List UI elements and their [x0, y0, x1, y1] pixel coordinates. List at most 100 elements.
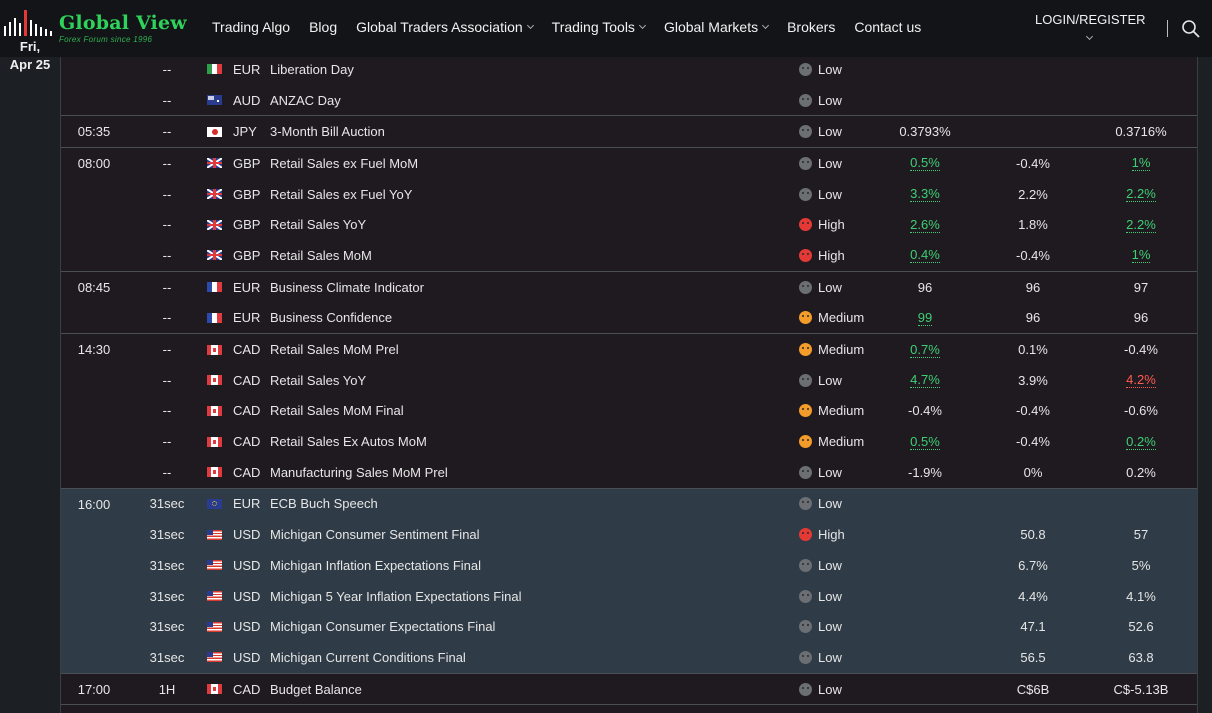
- currency: CAD: [233, 365, 260, 396]
- currency-value: GBP: [233, 247, 261, 263]
- impact: Low: [799, 179, 842, 210]
- time-left: --: [127, 457, 207, 488]
- time-left: 31sec: [127, 581, 207, 612]
- table-row[interactable]: -- CAD Retail Sales MoM Final Medium -0.4% -0…: [61, 396, 1197, 427]
- time-left: 31sec: [127, 642, 207, 673]
- forecast-value: 47.1: [1020, 619, 1046, 635]
- table-row[interactable]: -- GBP Retail Sales MoM High 0.4% -0.4% 1%: [61, 240, 1197, 271]
- forecast: [989, 489, 1077, 520]
- event-time: 05:35: [77, 124, 111, 140]
- nav-item-brokers[interactable]: Brokers: [787, 19, 835, 35]
- table-row[interactable]: 31sec USD Michigan Current Conditions Fina…: [61, 642, 1197, 673]
- forecast-value: 0%: [1023, 464, 1043, 480]
- nav-item-trading-tools[interactable]: Trading Tools: [552, 19, 646, 35]
- nav-item-blog[interactable]: Blog: [309, 19, 337, 35]
- nav-item-label: Brokers: [787, 19, 836, 35]
- impact-medium-icon: [799, 435, 812, 449]
- impact: Low: [799, 611, 842, 642]
- table-row[interactable]: -- EUR Liberation Day Low: [61, 54, 1197, 85]
- ca-flag-icon: [207, 436, 222, 447]
- previous-value: 0.2%: [1126, 464, 1156, 480]
- impact-low-icon: [799, 620, 812, 634]
- table-row[interactable]: 31sec USD Michigan Consumer Sentiment Fina…: [61, 519, 1197, 550]
- table-row[interactable]: -- EUR Business Climate Indicator Low 96 96 97: [61, 272, 1197, 303]
- time-left: 3H: [127, 705, 207, 713]
- impact-label: Medium: [818, 434, 865, 450]
- actual: -1.9%: [881, 457, 969, 488]
- site-header: Global View Forex Forum since 1996 Tradi…: [0, 0, 1212, 57]
- currency-value: USD: [233, 619, 261, 635]
- forecast: 56.5: [989, 642, 1077, 673]
- impact-label: Low: [818, 92, 842, 108]
- event-name: Retail Sales MoM: [270, 240, 372, 271]
- country-flag-icon: [207, 303, 223, 334]
- logo-title: Global View: [59, 12, 187, 34]
- currency-value: CAD: [233, 681, 261, 697]
- table-row[interactable]: -- GBP Retail Sales YoY High 2.6% 1.8% 2.2%: [61, 209, 1197, 240]
- site-logo[interactable]: Global View Forex Forum since 1996: [4, 8, 187, 48]
- table-row[interactable]: -- CAD Retail Sales YoY Low 4.7% 3.9% 4.2%: [61, 365, 1197, 396]
- nav-item-contact-us[interactable]: Contact us: [854, 19, 921, 35]
- impact-label: High: [818, 247, 845, 263]
- gb-flag-icon: [207, 219, 222, 230]
- event-name: Manufacturing Sales MoM Prel: [270, 457, 448, 488]
- actual-value: 0.4%: [910, 247, 940, 264]
- table-row[interactable]: 31sec USD Michigan 5 Year Inflation Expect…: [61, 581, 1197, 612]
- nav-item-global-markets[interactable]: Global Markets: [663, 19, 770, 35]
- eu-flag-icon: [207, 498, 222, 509]
- impact: Low: [799, 54, 842, 85]
- country-flag-icon: [207, 85, 223, 116]
- impact: Low: [799, 116, 842, 147]
- table-row[interactable]: -- EUR Business Confidence Medium 99 96 96: [61, 303, 1197, 334]
- nav-item-label: Global Markets: [663, 19, 759, 35]
- event-name-value: Business Climate Indicator: [270, 279, 424, 295]
- nav-item-trading-algo[interactable]: Trading Algo: [212, 19, 290, 35]
- logo-subtitle: Forex Forum since 1996: [59, 35, 153, 44]
- table-row[interactable]: 31sec USD Michigan Consumer Expectations F…: [61, 611, 1197, 642]
- table-row[interactable]: -- GBP Retail Sales ex Fuel MoM Low 0.5% -0.4…: [61, 148, 1197, 179]
- nav-item-global-traders-association[interactable]: Global Traders Association: [356, 19, 534, 35]
- time-left-value: --: [162, 279, 172, 295]
- currency: EUR: [233, 303, 260, 334]
- table-row[interactable]: -- CAD Retail Sales Ex Autos MoM Medium 0.5%…: [61, 426, 1197, 457]
- search-icon[interactable]: [1181, 19, 1201, 39]
- time-left: 1H: [127, 674, 207, 705]
- impact-label: Low: [818, 588, 842, 604]
- table-row[interactable]: -- CAD Retail Sales MoM Prel Medium 0.7% 0.1%…: [61, 334, 1197, 365]
- chevron-down-icon: [762, 21, 770, 30]
- forecast-value: 3.9%: [1018, 372, 1048, 388]
- currency-value: CAD: [233, 403, 261, 419]
- event-name-value: ANZAC Day: [270, 92, 341, 108]
- country-flag-icon: [207, 457, 223, 488]
- login-register-link[interactable]: LOGIN/REGISTER: [1035, 12, 1146, 27]
- table-row[interactable]: -- CAD Manufacturing Sales MoM Prel Low -1.9…: [61, 457, 1197, 488]
- previous: 4.2%: [1097, 365, 1185, 396]
- time-left-value: 31sec: [149, 496, 185, 512]
- impact-label: Medium: [818, 342, 865, 358]
- chevron-down-icon[interactable]: [1085, 32, 1094, 41]
- time-left: --: [127, 179, 207, 210]
- impact-low-icon: [799, 93, 812, 107]
- country-flag-icon: [207, 396, 223, 427]
- table-row[interactable]: -- AUD ANZAC Day Low: [61, 85, 1197, 116]
- event-name: Michigan Current Conditions Final: [270, 642, 466, 673]
- previous: [1097, 54, 1185, 85]
- impact-label: Low: [818, 372, 842, 388]
- table-row[interactable]: -- JPY 3-Month Bill Auction Low 0.3793% 0.371…: [61, 116, 1197, 147]
- impact: Low: [799, 272, 842, 303]
- actual-value: 96: [917, 279, 933, 295]
- impact-low-icon: [799, 125, 812, 139]
- previous-value: 97: [1133, 279, 1149, 295]
- currency: USD: [233, 642, 260, 673]
- previous: 0.3716%: [1097, 116, 1185, 147]
- event-name-value: Retail Sales ex Fuel YoY: [270, 186, 413, 202]
- event-name: Michigan Consumer Expectations Final: [270, 611, 495, 642]
- time-left-value: --: [162, 61, 172, 77]
- table-row[interactable]: 3H USD Baker Hughes Oil Rig Count Low 479 481: [61, 705, 1197, 713]
- currency: AUD: [233, 85, 260, 116]
- table-row[interactable]: 31sec USD Michigan Inflation Expectations …: [61, 550, 1197, 581]
- table-row[interactable]: 31sec EUR ECB Buch Speech Low: [61, 489, 1197, 520]
- event-name-value: Manufacturing Sales MoM Prel: [270, 464, 448, 480]
- table-row[interactable]: -- GBP Retail Sales ex Fuel YoY Low 3.3% 2.2%…: [61, 179, 1197, 210]
- table-row[interactable]: 1H CAD Budget Balance Low C$6B C$-5.13B: [61, 674, 1197, 705]
